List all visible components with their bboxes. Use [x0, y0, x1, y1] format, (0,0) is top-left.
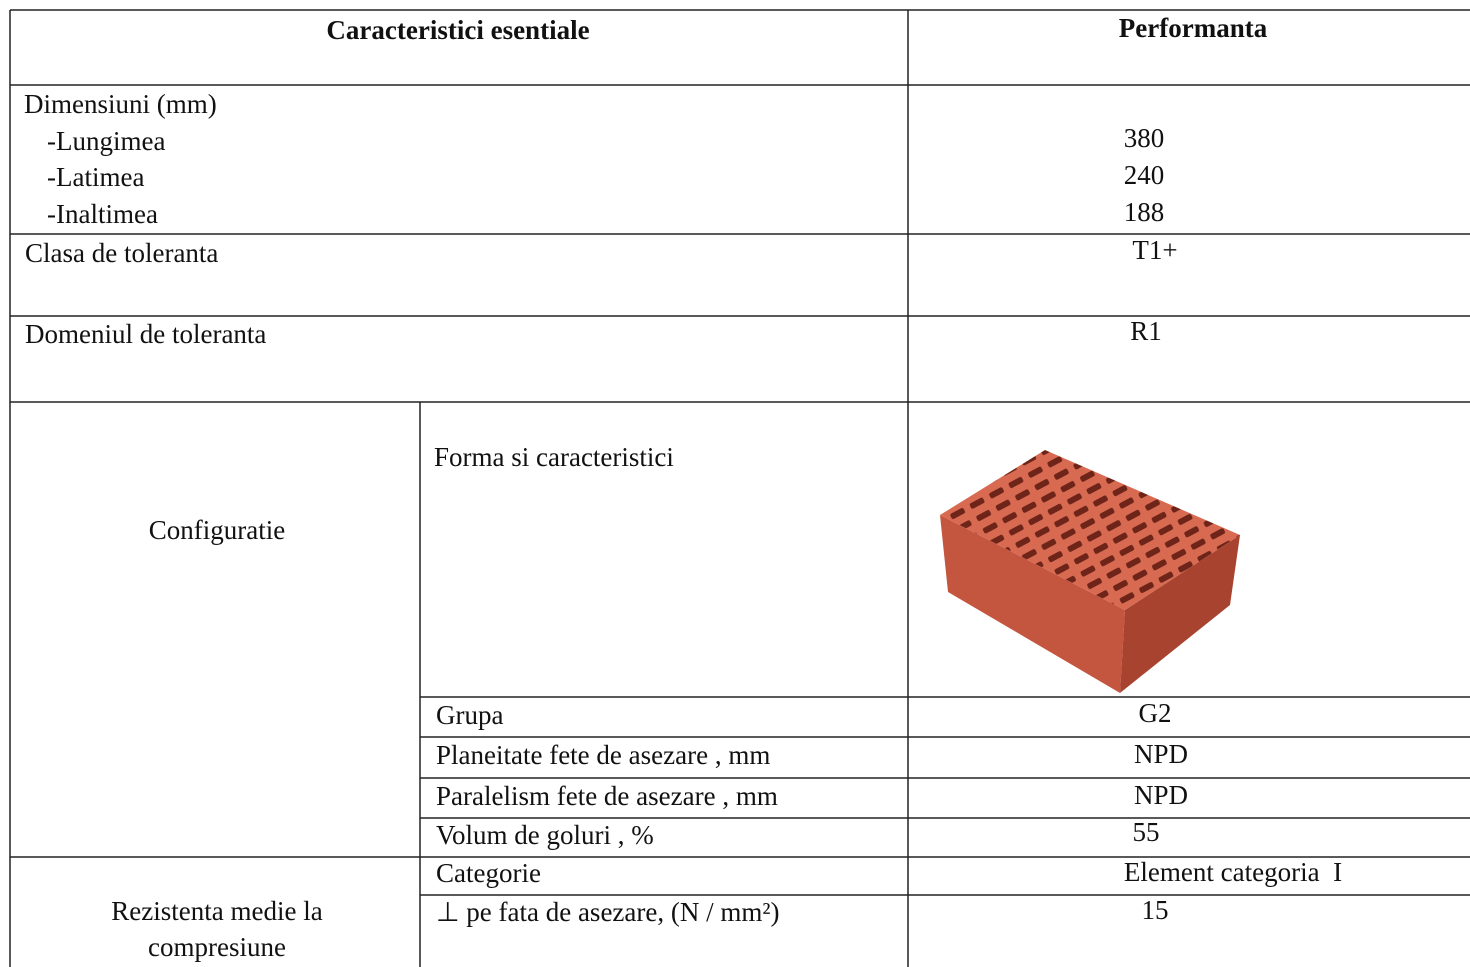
group-label: Rezistenta medie la	[111, 896, 322, 926]
row-value: 15	[1142, 895, 1169, 925]
row-value: 380	[1124, 123, 1165, 153]
row-value: Element categoria I	[1124, 857, 1342, 887]
row-value: NPD	[1134, 739, 1188, 769]
group-label: compresiune	[148, 932, 286, 962]
row-value: G2	[1139, 698, 1172, 728]
row-label: Domeniul de toleranta	[25, 319, 266, 349]
row-value: 240	[1124, 160, 1165, 190]
row-label: Clasa de toleranta	[25, 238, 218, 268]
group-label: Configuratie	[149, 515, 285, 545]
row-value: R1	[1130, 316, 1162, 346]
row-value: NPD	[1134, 780, 1188, 810]
row-label: Volum de goluri , %	[436, 820, 654, 850]
row-value: 188	[1124, 197, 1165, 227]
row-value: T1+	[1132, 235, 1177, 265]
table-grid	[9, 9, 1470, 967]
row-label: -Latimea	[47, 162, 144, 192]
row-label: Planeitate fete de asezare , mm	[436, 740, 770, 770]
row-label: Dimensiuni (mm)	[24, 89, 217, 119]
header-right: Performanta	[1119, 13, 1268, 43]
row-label: -Lungimea	[47, 126, 165, 156]
brick-image	[940, 450, 1240, 693]
row-label: Categorie	[436, 858, 541, 888]
row-label: Paralelism fete de asezare , mm	[436, 781, 778, 811]
header-left: Caracteristici esentiale	[326, 15, 589, 45]
row-label: ⊥ pe fata de asezare, (N / mm²)	[436, 897, 779, 927]
row-label: Grupa	[436, 700, 503, 730]
row-label: Forma si caracteristici	[434, 442, 674, 472]
row-value: 55	[1133, 817, 1160, 847]
row-label: -Inaltimea	[47, 199, 158, 229]
